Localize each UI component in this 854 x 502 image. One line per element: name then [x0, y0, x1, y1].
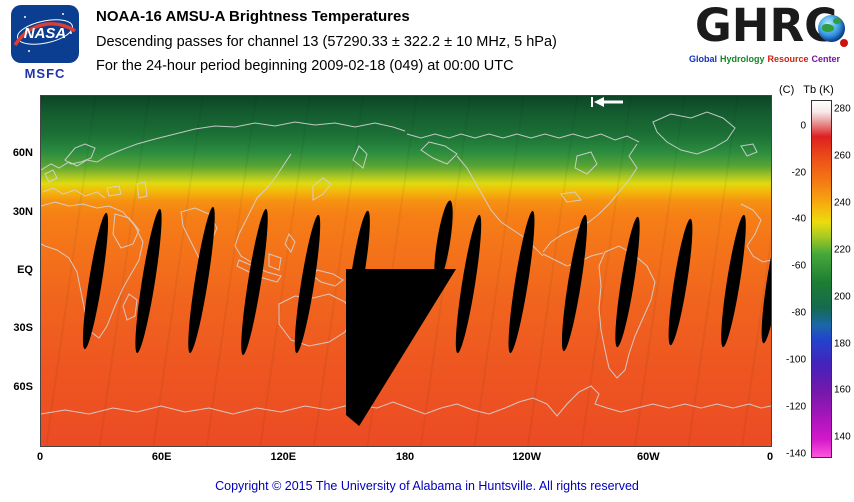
ghrc-subtitle-word: Global [688, 54, 717, 64]
lon-tick-label: 0 [36, 451, 44, 463]
ghrc-subtitle: Global Hydrology Resource Center [676, 54, 854, 64]
colorbar-units-kelvin: Tb (K) [803, 84, 834, 96]
colorbar-kelvin-tick: 180 [834, 338, 851, 350]
lon-tick-label: 60W [636, 451, 660, 463]
colorbar-units-celsius: (C) [779, 84, 795, 96]
colorbar-kelvin-tick: 240 [834, 197, 851, 209]
nasa-logo-text: NASA [24, 25, 67, 42]
nasa-logo: NASA [11, 5, 79, 63]
colorbar-celsius-tick: 0 [800, 120, 806, 132]
lon-tick-label: 60E [151, 451, 172, 463]
lat-tick-label: 30S [13, 322, 33, 335]
colorbar-celsius-ticks: 0 -20 -40 -60 -80 -100 -120 -140 [764, 100, 808, 460]
continent-outlines [41, 111, 771, 379]
colorbar-gradient [812, 101, 831, 457]
colorbar-kelvin-tick: 160 [834, 384, 851, 396]
ghrc-red-dot-icon [840, 39, 848, 47]
ghrc-logo-text: GHRC [694, 0, 838, 52]
title-line-2: Descending passes for channel 13 (57290.… [96, 34, 557, 50]
ghrc-logo: GHRC Global Hydrology Resource Center [684, 0, 848, 64]
scan-start-arrow-icon [591, 97, 623, 107]
nasa-insignia-icon: NASA [13, 13, 76, 52]
antarctica-outline [41, 385, 771, 417]
copyright-text: Copyright © 2015 The University of Alaba… [215, 479, 639, 493]
colorbar-celsius-tick: -100 [785, 354, 806, 366]
lat-tick-label: 60S [13, 380, 33, 393]
colorbar-kelvin-tick: 200 [834, 291, 851, 303]
colorbar-kelvin-tick: 260 [834, 150, 851, 162]
colorbar-celsius-tick: -60 [791, 260, 806, 272]
title-line-1: NOAA-16 AMSU-A Brightness Temperatures [96, 8, 410, 25]
msfc-label: MSFC [24, 66, 66, 81]
lon-tick-label: 120E [270, 451, 297, 463]
latitude-axis: 60N 30N EQ 30S 60S [0, 95, 37, 445]
colorbar-celsius-tick: -140 [785, 448, 806, 460]
colorbar-celsius-tick: -40 [791, 213, 806, 225]
colorbar-kelvin-ticks: 280 260 240 220 200 180 160 140 [834, 100, 854, 456]
lat-tick-label: EQ [17, 264, 33, 276]
coastlines [41, 111, 771, 417]
colorbar-kelvin-tick: 220 [834, 244, 851, 256]
globe-icon [818, 15, 845, 42]
colorbar-celsius-tick: -20 [791, 167, 806, 179]
lat-tick-label: 60N [12, 147, 33, 160]
ghrc-subtitle-word: Hydrology [719, 54, 765, 64]
ghrc-subtitle-word: Center [811, 54, 841, 64]
lon-tick-label: 120W [512, 451, 542, 463]
footer: Copyright © 2015 The University of Alaba… [0, 479, 854, 493]
map-panel [40, 95, 772, 447]
colorbar-celsius-tick: -80 [791, 307, 806, 319]
lon-tick-label: 0 [766, 451, 774, 463]
title-line-3: For the 24-hour period beginning 2009-02… [96, 58, 514, 74]
longitude-axis: 0 60E 120E 180 120W 60W 0 [36, 449, 774, 464]
lon-tick-label: 180 [395, 451, 415, 463]
colorbar-celsius-tick: -120 [785, 401, 806, 413]
colorbar-units: (C) Tb (K) [779, 84, 834, 96]
lat-tick-label: 30N [12, 205, 33, 218]
colorbar-kelvin-tick: 280 [834, 103, 851, 115]
plot-titles: NOAA-16 AMSU-A Brightness Temperatures D… [96, 8, 557, 74]
ghrc-subtitle-word: Resource [767, 54, 809, 64]
colorbar-kelvin-tick: 140 [834, 431, 851, 443]
colorbar [811, 100, 832, 458]
